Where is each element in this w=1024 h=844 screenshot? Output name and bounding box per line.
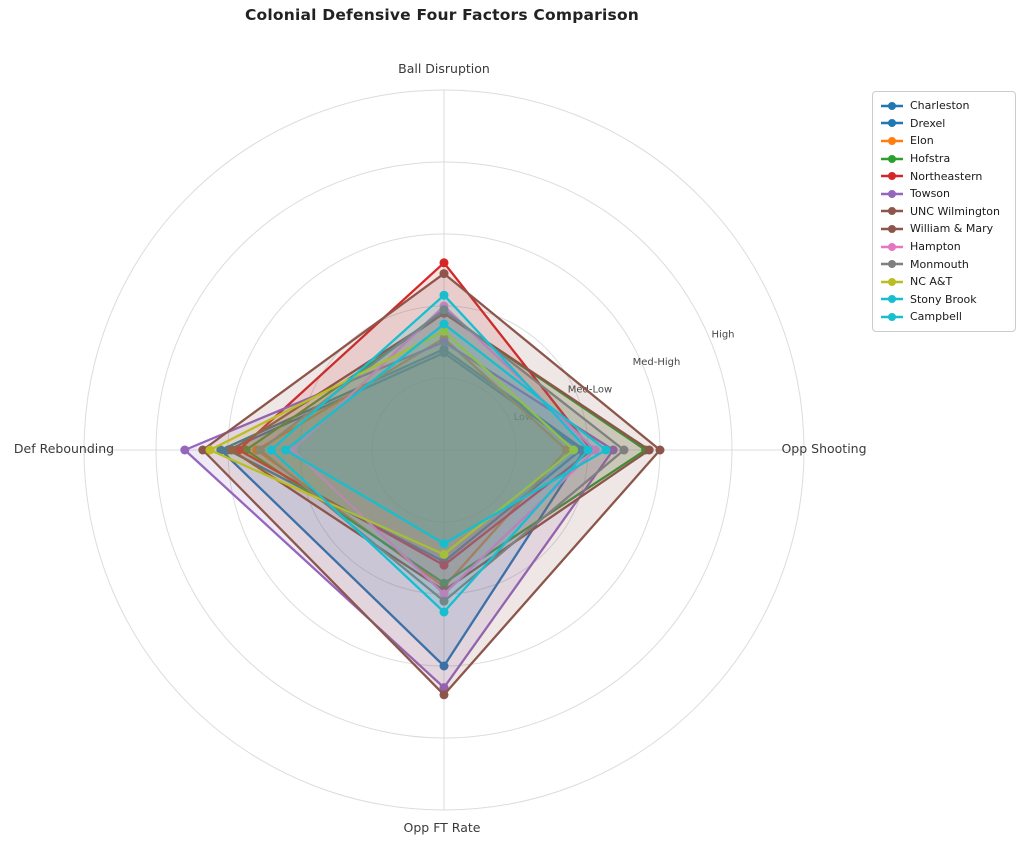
series-marker: [569, 445, 579, 455]
legend-item-drexel: Drexel: [880, 115, 1008, 133]
series-marker: [439, 589, 449, 599]
legend-item-nc-a-t: NC A&T: [880, 273, 1008, 291]
legend-line-marker-icon: [881, 101, 903, 110]
series-marker: [180, 445, 190, 455]
series-marker: [198, 445, 208, 455]
series-marker: [590, 445, 600, 455]
legend-line-marker-icon: [881, 189, 903, 198]
series-marker: [216, 445, 226, 455]
series-marker: [227, 445, 237, 455]
legend-label: UNC Wilmington: [910, 204, 1000, 218]
series-marker: [439, 683, 449, 693]
legend-item-hampton: Hampton: [880, 238, 1008, 256]
radial-tick-label: High: [712, 329, 735, 340]
legend-label: Stony Brook: [910, 292, 977, 306]
legend-line-marker-icon: [881, 260, 903, 269]
series-marker: [439, 305, 449, 315]
legend-line-marker-icon: [881, 207, 903, 216]
series-marker: [439, 560, 449, 570]
series-marker: [439, 549, 449, 559]
legend-label: Monmouth: [910, 257, 969, 271]
series-marker: [439, 578, 449, 588]
series-marker: [655, 445, 665, 455]
legend-item-william-mary: William & Mary: [880, 220, 1008, 238]
radial-tick-label: Med-Low: [568, 385, 612, 396]
series-fill-stony-brook: [285, 324, 606, 544]
legend-label: Charleston: [910, 99, 970, 113]
axis-label-def-rebounding: Def Rebounding: [14, 441, 114, 456]
legend-label: Northeastern: [910, 169, 983, 183]
series-marker: [255, 445, 265, 455]
legend-label: Towson: [910, 187, 951, 201]
series-fill-william-mary: [202, 273, 661, 695]
legend-line-marker-icon: [881, 119, 903, 128]
series-marker: [561, 445, 571, 455]
legend-line-marker-icon: [881, 224, 903, 233]
legend-line-marker-icon: [881, 242, 903, 251]
series-marker: [439, 258, 449, 268]
series-fill-nc-a-t: [210, 331, 574, 555]
series-marker: [601, 445, 611, 455]
legend-item-unc-wilmington: UNC Wilmington: [880, 203, 1008, 221]
series-fill-campbell: [271, 295, 588, 612]
series-marker: [583, 445, 593, 455]
series-marker: [281, 445, 291, 455]
legend-label: NC A&T: [910, 275, 953, 289]
series-marker: [266, 445, 276, 455]
series-marker: [439, 290, 449, 300]
axis-label-opp-shooting: Opp Shooting: [781, 441, 866, 456]
chart-title: Colonial Defensive Four Factors Comparis…: [244, 6, 640, 24]
series-marker: [439, 690, 449, 700]
legend-line-marker-icon: [881, 154, 903, 163]
legend-label: William & Mary: [910, 222, 994, 236]
series-marker: [439, 319, 449, 329]
series-marker: [608, 445, 618, 455]
legend-item-monmouth: Monmouth: [880, 255, 1008, 273]
series-marker: [439, 607, 449, 617]
legend-line-marker-icon: [881, 312, 903, 321]
series-marker: [619, 445, 629, 455]
radial-tick-label: Med-High: [633, 357, 681, 368]
legend-line-marker-icon: [881, 277, 903, 286]
legend-label: Hampton: [910, 240, 961, 254]
legend-line-marker-icon: [881, 295, 903, 304]
series-fill-towson: [184, 342, 614, 688]
legend-label: Campbell: [910, 310, 962, 324]
series-fill-drexel: [228, 352, 581, 562]
axis-label-ball-disruption: Ball Disruption: [398, 61, 490, 76]
series-fill-monmouth: [260, 309, 624, 602]
series-marker: [439, 269, 449, 279]
legend-item-towson: Towson: [880, 185, 1008, 203]
legend-label: Elon: [910, 134, 934, 148]
legend-line-marker-icon: [881, 172, 903, 181]
series-marker: [439, 539, 449, 549]
legend-item-northeastern: Northeastern: [880, 167, 1008, 185]
series-fill-elon: [256, 338, 567, 587]
legend-label: Hofstra: [910, 152, 951, 166]
radial-tick-label: Low: [514, 412, 534, 423]
series-marker: [644, 445, 654, 455]
axis-label-opp-ft-rate: Opp FT Rate: [404, 820, 481, 835]
series-marker: [439, 326, 449, 336]
series-marker: [576, 445, 586, 455]
legend-item-stony-brook: Stony Brook: [880, 291, 1008, 309]
series-marker: [439, 348, 449, 358]
legend: Charleston Drexel Elon Hofstra Northeastern T…: [872, 91, 1016, 332]
legend-item-charleston: Charleston: [880, 97, 1008, 115]
legend-label: Drexel: [910, 116, 946, 130]
legend-item-campbell: Campbell: [880, 308, 1008, 326]
series-marker: [439, 596, 449, 606]
legend-line-marker-icon: [881, 136, 903, 145]
legend-item-elon: Elon: [880, 132, 1008, 150]
series-marker: [205, 445, 215, 455]
legend-item-hofstra: Hofstra: [880, 150, 1008, 168]
series-marker: [439, 337, 449, 347]
series-marker: [439, 661, 449, 671]
